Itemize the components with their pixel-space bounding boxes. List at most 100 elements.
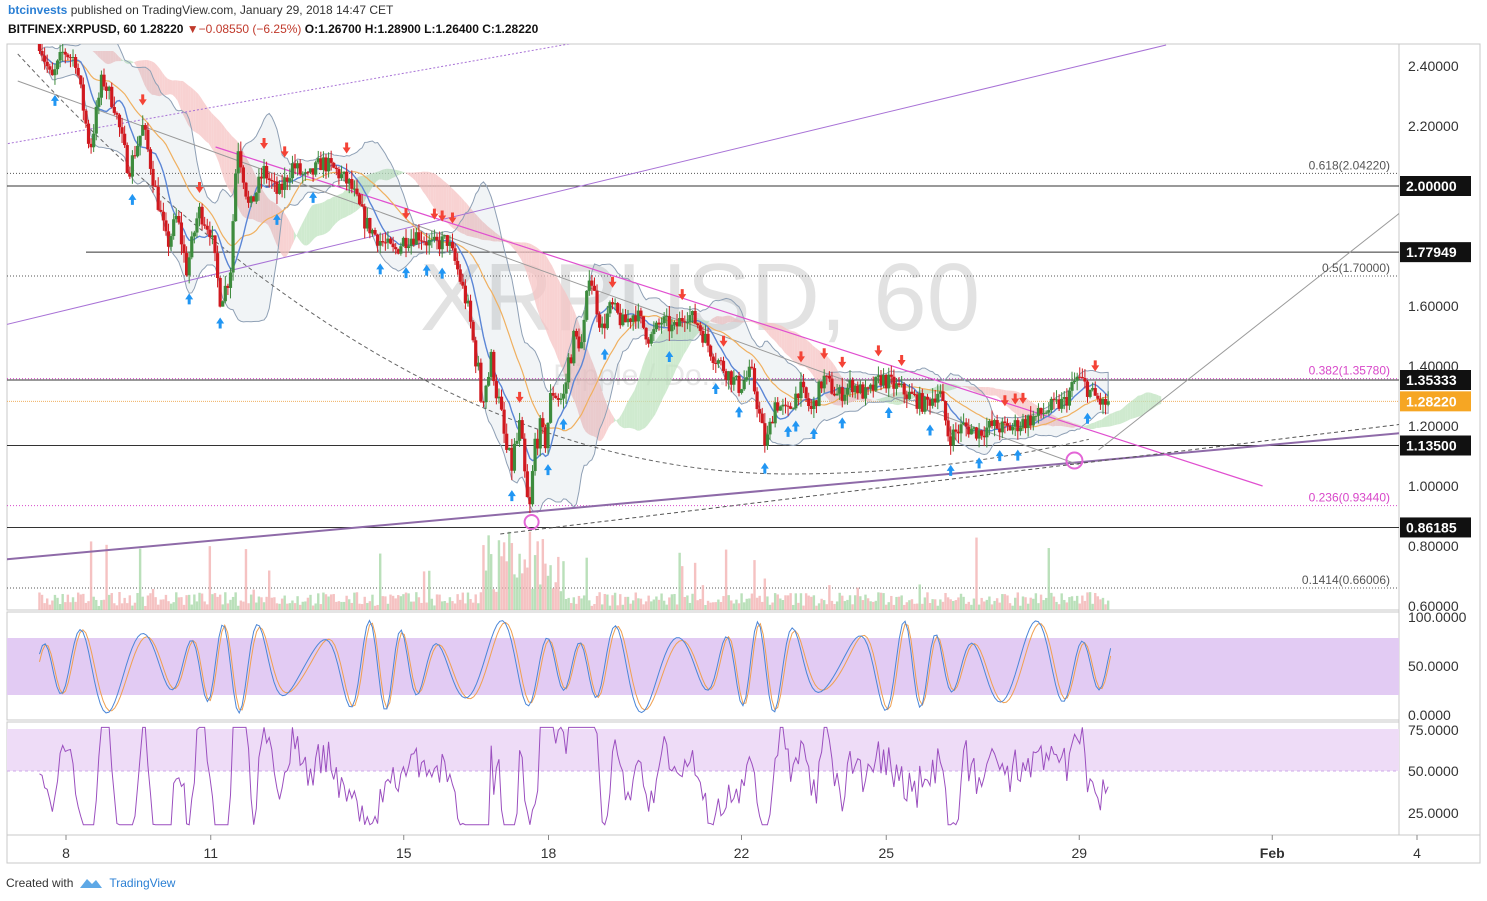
ichimoku-cloud-segment [120,58,124,62]
volume-bar [169,603,173,610]
ichimoku-cloud-segment [652,340,656,419]
candle-body [729,371,733,385]
price-label-text: 1.35333 [1406,372,1457,388]
volume-bar [288,603,292,610]
ichimoku-cloud-segment [118,56,121,62]
ichimoku-cloud-segment [441,178,444,219]
candle-body [1021,419,1025,428]
candle-body [727,371,731,380]
candle-body [701,330,705,343]
volume-bar [213,593,217,610]
volume-bar [980,597,983,610]
candle-body [995,420,999,429]
time-tick-label: 15 [396,845,412,861]
candle-body [931,398,935,406]
volume-bar [304,601,307,610]
tradingview-logo-icon[interactable] [79,877,103,889]
ichimoku-cloud-segment [869,399,873,402]
candle-body [249,196,253,203]
volume-bar [797,602,800,610]
buy-arrow-icon [272,213,281,225]
ichimoku-cloud-segment [877,398,880,401]
ichimoku-cloud-segment [1008,390,1012,411]
ichimoku-cloud-segment [926,389,929,395]
ichimoku-cloud-segment [309,205,312,244]
volume-bar [1021,596,1025,610]
footer-brand[interactable]: TradingView [109,876,176,890]
volume-bar [144,605,147,610]
volume-bar [311,605,315,610]
volume-bar [76,592,80,610]
volume-bar [206,604,209,610]
candle-body [406,246,411,249]
ichimoku-cloud-segment [959,385,963,388]
candle-body [649,334,653,344]
volume-bar [585,557,588,610]
volume-bar [1006,595,1009,610]
volume-bar [247,603,250,610]
ichimoku-cloud-segment [657,333,661,409]
candle-body [884,374,888,389]
ichimoku-cloud-segment [216,117,220,164]
candle-body [445,235,449,246]
candle-body [339,174,344,179]
candle-body [102,74,106,87]
ichimoku-cloud-segment [946,383,950,391]
volume-bar [631,600,635,610]
candle-body [711,356,715,364]
volume-bar [815,605,818,610]
candle-body [363,206,367,229]
volume-bar [482,545,485,610]
ichimoku-cloud-segment [812,345,816,380]
time-axis[interactable] [6,834,1481,864]
ichimoku-cloud-segment [198,93,201,137]
candle-body [254,192,258,202]
candle-body [89,143,93,148]
buy-arrow-icon [185,293,194,305]
volume-bar [381,596,384,610]
volume-bar [802,605,805,610]
volume-bar [379,553,382,610]
volume-bar [141,596,144,610]
candle-body [987,420,992,428]
volume-bar [322,592,325,610]
candle-body [456,260,460,270]
volume-bar [296,596,299,610]
volume-bar [1050,592,1053,610]
volume-bar [647,595,650,610]
volume-bar [853,595,857,610]
volume-bar [360,604,364,610]
volume-bar [239,600,243,610]
last-price: 1.28220 [140,22,184,36]
volume-bar [794,593,798,610]
volume-bar [717,599,720,610]
ichimoku-cloud-segment [1107,413,1110,427]
candle-body [265,165,269,179]
ichimoku-cloud-segment [492,230,496,242]
candle-body [1013,420,1017,427]
volume-bar [56,597,59,610]
volume-bar [936,605,939,610]
ichimoku-cloud-segment [92,50,96,54]
long-trendline [7,432,1399,561]
candle-body [195,218,199,233]
candle-body [146,129,150,150]
volume-bar [1086,592,1089,610]
volume-bar [520,573,524,610]
volume-bar [420,602,423,610]
volume-bar [807,595,810,610]
candle-body [1026,415,1030,429]
candle-body [894,383,899,389]
ichimoku-cloud-segment [1101,417,1105,428]
candle-body [582,319,586,343]
volume-bar [825,604,828,610]
rsi-axis-75: 75.0000 [1408,722,1459,738]
volume-bar [389,594,392,610]
candle-body [177,215,181,223]
candle-body [861,384,865,399]
volume-bar [781,600,785,610]
author-link[interactable]: btcinvests [8,3,68,17]
sell-arrow-icon [515,391,524,403]
candle-body [912,393,917,395]
